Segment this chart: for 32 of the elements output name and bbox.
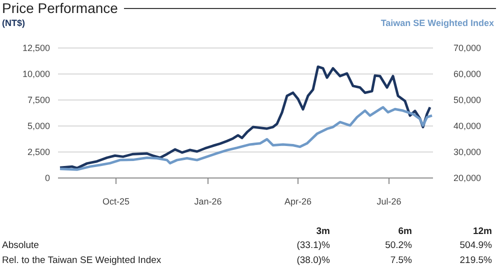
x-tick-label: Jan-26 [194, 196, 222, 206]
y2-tick-label: 50,000 [453, 95, 481, 106]
y-tick-label: 5,000 [27, 121, 50, 132]
text: 219.5% [460, 255, 492, 266]
x-tick-label: Jul-26 [376, 196, 402, 206]
y-tick-label: 7,500 [27, 95, 50, 106]
text: 50.2% [385, 240, 412, 251]
text: (38.0)% [296, 255, 330, 266]
text: Absolute [2, 240, 39, 251]
y2-tick-label: 70,000 [453, 43, 481, 54]
text: Rel. to the Taiwan SE Weighted Index [2, 255, 162, 266]
chart-title: Price Performance [2, 0, 118, 16]
y-tick-label: 10,000 [22, 69, 50, 80]
text: 12m [472, 226, 492, 237]
text: 7.5% [390, 255, 412, 266]
y2-tick-label: 20,000 [453, 173, 481, 184]
x-tick-label: Oct-25 [102, 196, 130, 206]
text: 3m [316, 226, 330, 237]
y2-axis-title: Taiwan SE Weighted Index [380, 18, 494, 28]
text: (33.1)% [296, 240, 330, 251]
x-tick-label: Apr-26 [284, 196, 312, 206]
y2-tick-label: 30,000 [453, 147, 481, 158]
y-axis-title: (NT$) [2, 18, 25, 28]
text: 6m [398, 226, 412, 237]
y2-tick-label: 40,000 [453, 121, 481, 132]
text: 504.9% [460, 240, 492, 251]
y-tick-label: 12,500 [22, 43, 50, 54]
line-series [58, 106, 433, 171]
y2-tick-label: 60,000 [453, 69, 481, 80]
y-tick-label: 0 [44, 173, 50, 184]
line-series [58, 65, 432, 170]
y-tick-label: 2,500 [27, 147, 50, 158]
